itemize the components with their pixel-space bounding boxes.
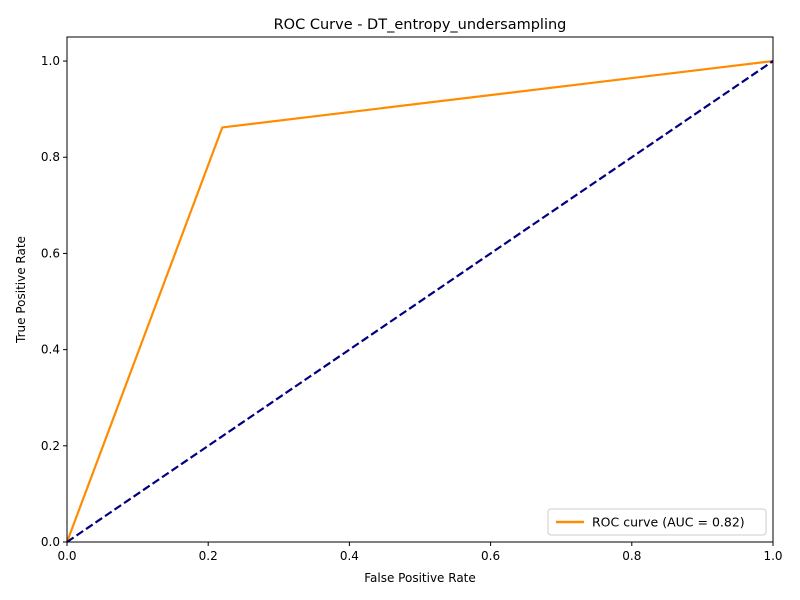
x-tick-label: 0.0: [57, 549, 76, 563]
y-tick-label: 0.2: [41, 439, 60, 453]
x-axis-label: False Positive Rate: [364, 571, 476, 585]
series-layer: [65, 59, 774, 543]
x-axis-ticks: 0.0 0.2 0.4 0.6 0.8 1.0: [57, 542, 783, 563]
axes-frame: [66, 36, 774, 543]
x-tick-label: 0.8: [622, 549, 641, 563]
legend: ROC curve (AUC = 0.82): [547, 508, 767, 536]
y-tick-label: 0.0: [41, 535, 60, 549]
plot-area: 0.0 0.2 0.4 0.6 0.8 1.0 0.0 0.2 0.4 0.6 0.8 1.0: [41, 36, 783, 563]
y-tick-label: 0.8: [41, 150, 60, 164]
x-tick-label: 0.2: [199, 549, 218, 563]
legend-box: [547, 508, 767, 536]
x-tick-label: 0.4: [340, 549, 359, 563]
y-tick-label: 1.0: [41, 54, 60, 68]
y-axis-label: True Positive Rate: [14, 236, 28, 344]
y-axis-ticks: 0.0 0.2 0.4 0.6 0.8 1.0: [41, 54, 67, 549]
legend-label-roc: ROC curve (AUC = 0.82): [592, 515, 745, 530]
x-tick-label: 0.6: [481, 549, 500, 563]
chart-title: ROC Curve - DT_entropy_undersampling: [274, 17, 567, 33]
diagonal-reference-line: [66, 60, 774, 543]
roc-curve-line: [65, 59, 774, 543]
y-tick-label: 0.6: [41, 246, 60, 260]
y-tick-label: 0.4: [41, 343, 60, 357]
x-tick-label: 1.0: [763, 549, 782, 563]
